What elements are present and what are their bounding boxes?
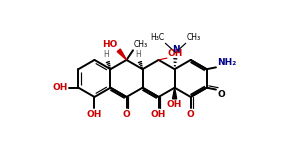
- Text: H₃C: H₃C: [150, 33, 164, 42]
- Text: OH: OH: [151, 110, 166, 119]
- Text: OH: OH: [167, 100, 182, 109]
- Polygon shape: [172, 88, 177, 99]
- Text: OH: OH: [168, 49, 183, 58]
- Text: O: O: [123, 110, 130, 119]
- Text: CH₃: CH₃: [134, 40, 148, 49]
- Text: HO: HO: [102, 40, 117, 49]
- Text: N: N: [172, 45, 179, 54]
- Text: H: H: [136, 50, 141, 59]
- Text: NH₂: NH₂: [217, 58, 236, 67]
- Text: CH₃: CH₃: [187, 33, 201, 42]
- Text: O: O: [218, 91, 225, 99]
- Text: OH: OH: [87, 110, 102, 119]
- Text: H: H: [103, 50, 109, 59]
- Text: O: O: [187, 110, 194, 119]
- Text: OH: OH: [53, 83, 68, 92]
- Polygon shape: [117, 49, 127, 60]
